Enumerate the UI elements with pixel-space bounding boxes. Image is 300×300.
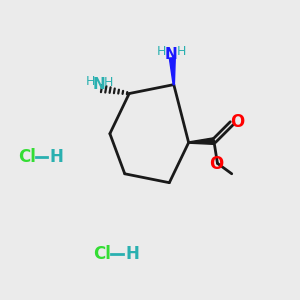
Text: N: N <box>164 47 177 62</box>
Text: H: H <box>86 75 95 88</box>
Polygon shape <box>189 138 214 144</box>
Text: H: H <box>50 148 64 166</box>
Text: H: H <box>156 45 166 58</box>
Text: H: H <box>126 245 140 263</box>
Text: Cl: Cl <box>94 245 111 263</box>
Text: O: O <box>231 113 245 131</box>
Text: H: H <box>176 45 186 58</box>
Text: O: O <box>209 155 224 173</box>
Text: N: N <box>93 77 106 92</box>
Text: H: H <box>104 76 113 89</box>
Polygon shape <box>169 58 175 85</box>
Text: Cl: Cl <box>18 148 36 166</box>
